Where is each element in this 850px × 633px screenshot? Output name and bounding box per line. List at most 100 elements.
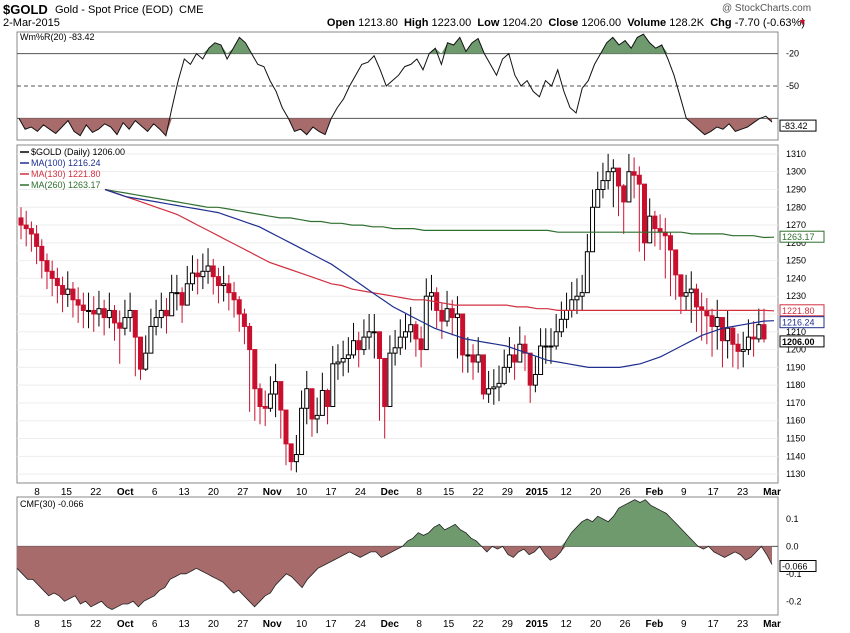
candle-up [538,345,544,375]
x-axis-label: Dec [381,619,400,630]
legend-entry: MA(100) 1216.24 [31,158,101,168]
quote-summary: Open 1213.80 High 1223.00 Low 1204.20 Cl… [327,17,805,29]
candle-down [512,354,518,363]
candle-up [402,331,408,338]
legend-entry: $GOLD (Daily) 1206.00 [31,147,125,157]
candle-up [184,283,190,306]
cmf-y-tick-label: -0.1 [786,569,802,579]
cmf-positive-fill [17,499,772,547]
price-y-tick-label: 1130 [786,469,805,479]
price-y-tick-label: 1210 [786,327,806,337]
x-axis-label: 15 [61,487,73,498]
candle-down [449,308,455,319]
x-axis-label: 2015 [526,619,549,630]
x-axis-label: 17 [325,487,337,498]
price-y-tick-label: 1310 [786,149,806,159]
x-axis-label: Feb [646,619,664,630]
candle-down [377,331,383,359]
candle-down [112,309,118,324]
candle-up [371,331,377,334]
candle-up [221,283,227,287]
candle-up [564,309,570,320]
candle-down [382,357,388,408]
wr-title: Wm%R(20) -83.42 [20,32,95,42]
candle-down [621,185,627,203]
x-axis-label: 29 [502,487,514,498]
candle-up [569,299,575,311]
close-value: 1206.00 [581,17,622,29]
price-y-tick-label: 1140 [786,451,805,461]
candle-down [236,299,242,315]
candle-up [205,265,211,272]
price-tag-box [779,335,825,348]
candle-down [678,274,684,297]
cmf-y-tick-label: 0.0 [786,541,799,551]
candle-up [558,318,564,333]
candle-up [408,324,414,333]
candle-down [49,270,55,279]
x-axis-label: Nov [263,487,282,498]
x-axis-label: 12 [561,487,573,498]
candle-up [475,354,481,363]
candle-up [444,308,450,322]
candle-up [590,206,596,253]
low-label: Low [477,17,500,29]
candle-up [143,352,149,370]
candle-down [226,283,232,294]
candle-up [351,340,357,356]
candle-up [304,388,310,409]
x-axis-label: 8 [34,487,40,498]
x-axis-label: 6 [152,619,158,630]
x-axis-label: 27 [237,619,249,630]
candle-up [200,270,206,278]
x-axis-label: 2015 [526,487,549,498]
candle-down [309,388,315,420]
ma130-line [104,188,775,312]
candle-up [174,292,180,295]
chart-instrument-name: Gold - Spot Price (EOD) [55,4,173,16]
price-y-tick-label: 1240 [786,273,806,283]
candle-down [735,343,741,352]
candle-up [605,171,611,182]
candle-up [584,251,590,294]
price-y-tick-label: 1250 [786,256,806,266]
x-axis-label: 13 [178,487,190,498]
candle-down [179,292,185,306]
legend-entry: MA(130) 1221.80 [31,169,101,179]
candle-up [169,292,175,317]
legend-entry: MA(260) 1263.17 [31,180,101,190]
x-axis-label: 20 [208,619,220,630]
candle-down [215,276,221,287]
candle-up [647,215,653,244]
price-y-tick-label: 1260 [786,238,806,248]
candle-up [574,295,580,301]
candle-up [153,317,159,327]
candle-down [325,389,331,408]
x-axis-label: 23 [737,487,749,498]
price-tag-label: 1263.17 [782,232,815,242]
x-axis-label: 10 [296,619,308,630]
candle-down [247,325,253,351]
price-y-tick-label: 1180 [786,380,805,390]
candle-up [148,325,154,354]
candle-up [267,393,273,409]
x-axis-label: Feb [646,487,664,498]
wr-line [18,33,773,137]
candle-down [616,167,622,187]
candle-down [210,265,216,278]
candle-down [693,288,699,308]
candle-down [231,292,237,301]
candle-down [18,217,24,226]
candle-down [252,349,258,390]
wr-y-tick-label: -50 [786,81,799,91]
candle-down [522,343,528,354]
candle-up [314,414,320,420]
wr-oversold-fill [19,118,772,136]
candle-down [652,215,658,230]
candle-down [278,381,284,411]
candle-down [636,174,642,185]
wr-overbought-fill [19,34,772,54]
price-y-tick-label: 1270 [786,220,806,230]
cmf-last-tag-box [779,560,817,573]
candle-down [439,309,445,322]
